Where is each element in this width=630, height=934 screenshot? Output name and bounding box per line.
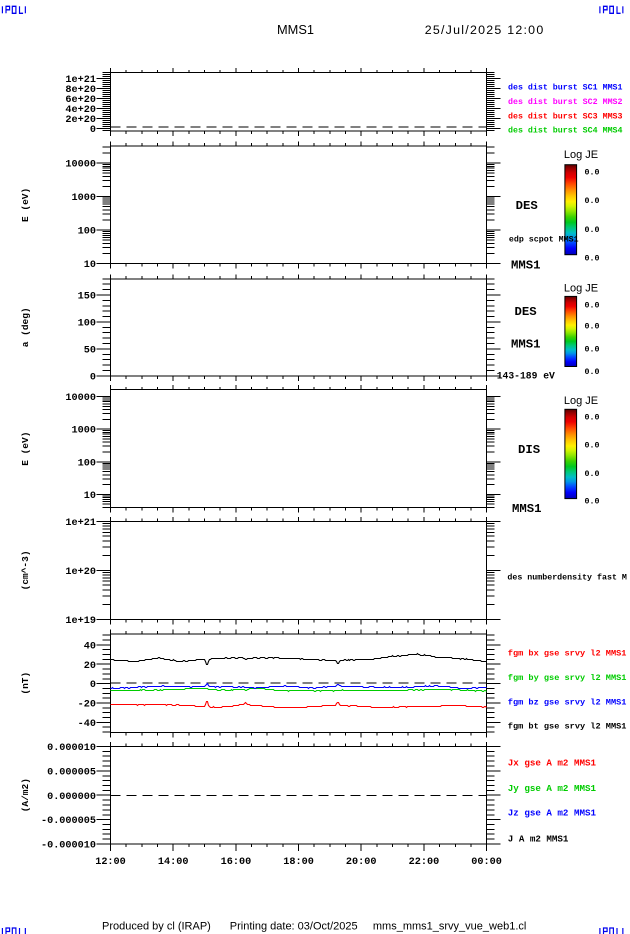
svg-text:20:00: 20:00 <box>346 857 377 868</box>
svg-text:2e+20: 2e+20 <box>65 115 96 126</box>
svg-text:1e+21: 1e+21 <box>65 75 96 86</box>
svg-text:DIS: DIS <box>518 443 540 457</box>
svg-text:0: 0 <box>90 125 96 136</box>
svg-text:0.0: 0.0 <box>585 498 600 507</box>
svg-text:-40: -40 <box>78 719 96 730</box>
svg-text:fgm bt gse srvy l2 MMS1: fgm bt gse srvy l2 MMS1 <box>508 722 627 732</box>
svg-text:00:00: 00:00 <box>471 857 502 868</box>
svg-text:150: 150 <box>78 292 96 303</box>
svg-text:-0.000010: -0.000010 <box>41 841 96 852</box>
svg-text:10000: 10000 <box>65 393 96 404</box>
svg-text:MMS1: MMS1 <box>512 502 542 516</box>
svg-text:(cm^-3): (cm^-3) <box>20 550 31 590</box>
svg-text:edp scpot MMS1: edp scpot MMS1 <box>509 235 579 245</box>
svg-text:0.0: 0.0 <box>585 470 600 479</box>
svg-text:Log JE: Log JE <box>564 395 598 407</box>
svg-text:DES: DES <box>516 199 538 213</box>
svg-text:4e+20: 4e+20 <box>65 105 96 116</box>
svg-text:0.0: 0.0 <box>585 323 600 332</box>
svg-text:10000: 10000 <box>65 160 96 171</box>
svg-text:8e+20: 8e+20 <box>65 85 96 96</box>
svg-text:0.0: 0.0 <box>585 368 600 377</box>
svg-text:18:00: 18:00 <box>283 857 314 868</box>
svg-text:0.0: 0.0 <box>585 255 600 264</box>
svg-text:0: 0 <box>90 372 96 383</box>
svg-text:fgm bz gse srvy l2 MMS1: fgm bz gse srvy l2 MMS1 <box>508 697 627 707</box>
svg-text:0.0: 0.0 <box>585 197 600 206</box>
svg-text:Log JE: Log JE <box>564 283 598 295</box>
svg-text:J A m2 MMS1: J A m2 MMS1 <box>508 833 569 844</box>
svg-text:100: 100 <box>78 318 96 329</box>
svg-text:1e+19: 1e+19 <box>65 616 96 627</box>
svg-text:MMS1: MMS1 <box>511 338 541 352</box>
svg-text:143-189 eV: 143-189 eV <box>497 371 555 382</box>
svg-text:0.0: 0.0 <box>585 226 600 235</box>
svg-text:10: 10 <box>84 260 96 271</box>
svg-text:10: 10 <box>84 491 96 502</box>
svg-text:50: 50 <box>84 345 96 356</box>
svg-text:100: 100 <box>78 227 96 238</box>
svg-text:E (eV): E (eV) <box>20 432 31 466</box>
svg-text:1000: 1000 <box>72 193 96 204</box>
svg-text:0.000010: 0.000010 <box>47 743 96 754</box>
svg-text:des dist burst SC4 MMS4: des dist burst SC4 MMS4 <box>508 126 623 136</box>
svg-text:0.0: 0.0 <box>585 169 600 178</box>
svg-text:des dist burst SC3 MMS3: des dist burst SC3 MMS3 <box>508 111 623 121</box>
svg-text:(A/m2): (A/m2) <box>20 778 31 812</box>
svg-text:E (eV): E (eV) <box>20 188 31 222</box>
svg-text:DES: DES <box>515 305 537 319</box>
svg-text:1e+20: 1e+20 <box>65 567 96 578</box>
svg-text:-0.000005: -0.000005 <box>41 816 96 827</box>
svg-text:des numberdensity fast M: des numberdensity fast M <box>507 573 627 583</box>
svg-text:0.0: 0.0 <box>585 301 600 310</box>
svg-text:0.0: 0.0 <box>585 345 600 354</box>
svg-text:1000: 1000 <box>72 426 96 437</box>
svg-text:14:00: 14:00 <box>158 857 189 868</box>
svg-text:Jy gse A m2 MMS1: Jy gse A m2 MMS1 <box>508 783 597 794</box>
svg-text:0: 0 <box>90 680 96 691</box>
svg-text:(nT): (nT) <box>20 672 31 695</box>
svg-text:fgm by gse srvy l2 MMS1: fgm by gse srvy l2 MMS1 <box>508 673 627 683</box>
svg-text:12:00: 12:00 <box>95 857 126 868</box>
svg-text:mms_mms1_srvy_vue_web1.cl: mms_mms1_srvy_vue_web1.cl <box>373 921 526 933</box>
svg-text:MMS1: MMS1 <box>511 259 541 273</box>
svg-text:fgm bx gse srvy l2 MMS1: fgm bx gse srvy l2 MMS1 <box>508 648 627 658</box>
svg-text:0.0: 0.0 <box>585 441 600 450</box>
svg-text:Produced by cl (IRAP): Produced by cl (IRAP) <box>102 921 211 933</box>
svg-text:22:00: 22:00 <box>409 857 440 868</box>
svg-text:0.0: 0.0 <box>585 413 600 422</box>
svg-text:Jz gse A m2 MMS1: Jz gse A m2 MMS1 <box>508 808 597 819</box>
svg-text:0.000005: 0.000005 <box>47 767 96 778</box>
svg-text:100: 100 <box>78 458 96 469</box>
svg-text:25/Jul/2025 12:00: 25/Jul/2025 12:00 <box>425 23 545 37</box>
svg-text:0.000000: 0.000000 <box>47 792 96 803</box>
svg-text:-20: -20 <box>78 700 96 711</box>
svg-text:a (deg): a (deg) <box>20 307 31 347</box>
svg-text:des dist burst SC2 MMS2: des dist burst SC2 MMS2 <box>508 97 623 107</box>
svg-text:Log JE: Log JE <box>564 149 598 161</box>
svg-text:6e+20: 6e+20 <box>65 95 96 106</box>
svg-text:20: 20 <box>84 661 96 672</box>
svg-text:Jx gse A m2 MMS1: Jx gse A m2 MMS1 <box>508 758 597 769</box>
svg-text:1e+21: 1e+21 <box>65 518 96 529</box>
svg-text:MMS1: MMS1 <box>277 22 314 37</box>
svg-text:40: 40 <box>84 641 96 652</box>
svg-text:16:00: 16:00 <box>221 857 252 868</box>
svg-text:des dist burst SC1 MMS1: des dist burst SC1 MMS1 <box>508 83 623 93</box>
svg-text:Printing date: 03/Oct/2025: Printing date: 03/Oct/2025 <box>230 921 358 933</box>
